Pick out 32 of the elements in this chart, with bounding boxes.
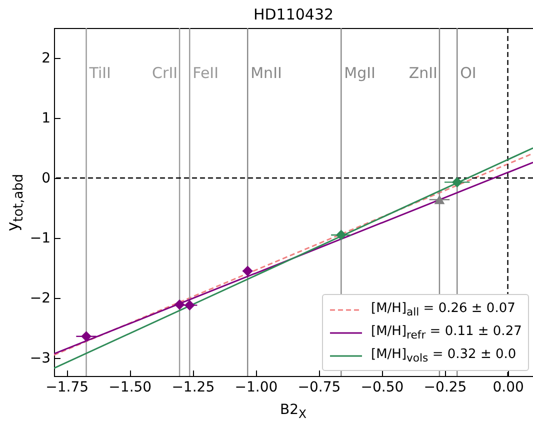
ref-line-label: CrII: [152, 64, 178, 82]
x-tick-label: −0.50: [360, 380, 404, 396]
ref-line-label: TiII: [88, 64, 111, 82]
point: [336, 230, 346, 240]
point: [242, 266, 253, 276]
point: [452, 176, 462, 188]
chart-title: HD110432: [253, 5, 334, 24]
x-tick-label: −1.75: [46, 380, 89, 396]
y-tick-label: 2: [42, 50, 50, 66]
point: [184, 300, 195, 310]
y-tick-label: −1: [30, 230, 50, 246]
legend-label: [M/H]$_{refr}$ = 0.11 ± 0.27: [371, 324, 522, 342]
y-tick-label: 0: [42, 170, 50, 186]
x-tick-label: −0.75: [298, 380, 341, 396]
legend-label: [M/H]$_{vols}$ = 0.32 ± 0.0: [371, 346, 516, 364]
ref-line-label: OI: [460, 64, 476, 82]
y-tick-label: −2: [30, 290, 50, 306]
y-tick-label: 1: [42, 110, 50, 126]
legend-label: [M/H]$_{all}$ = 0.26 ± 0.07: [371, 300, 516, 318]
ref-line-label: MgII: [344, 64, 376, 82]
y-tick-label: −3: [30, 350, 50, 366]
x-tick-label: −1.00: [234, 380, 278, 396]
x-tick-label: −1.50: [108, 380, 152, 396]
x-tick-label: −0.25: [424, 380, 467, 396]
ref-line-label: FeII: [192, 64, 219, 82]
x-tick-label: 0.00: [492, 380, 524, 396]
point: [81, 331, 92, 342]
ref-line-label: ZnII: [408, 64, 438, 82]
x-axis-title: B2$_{X}$: [280, 402, 307, 421]
ref-line-label: MnII: [250, 64, 282, 82]
point: [434, 195, 445, 204]
x-tick-label: −1.25: [172, 380, 215, 396]
